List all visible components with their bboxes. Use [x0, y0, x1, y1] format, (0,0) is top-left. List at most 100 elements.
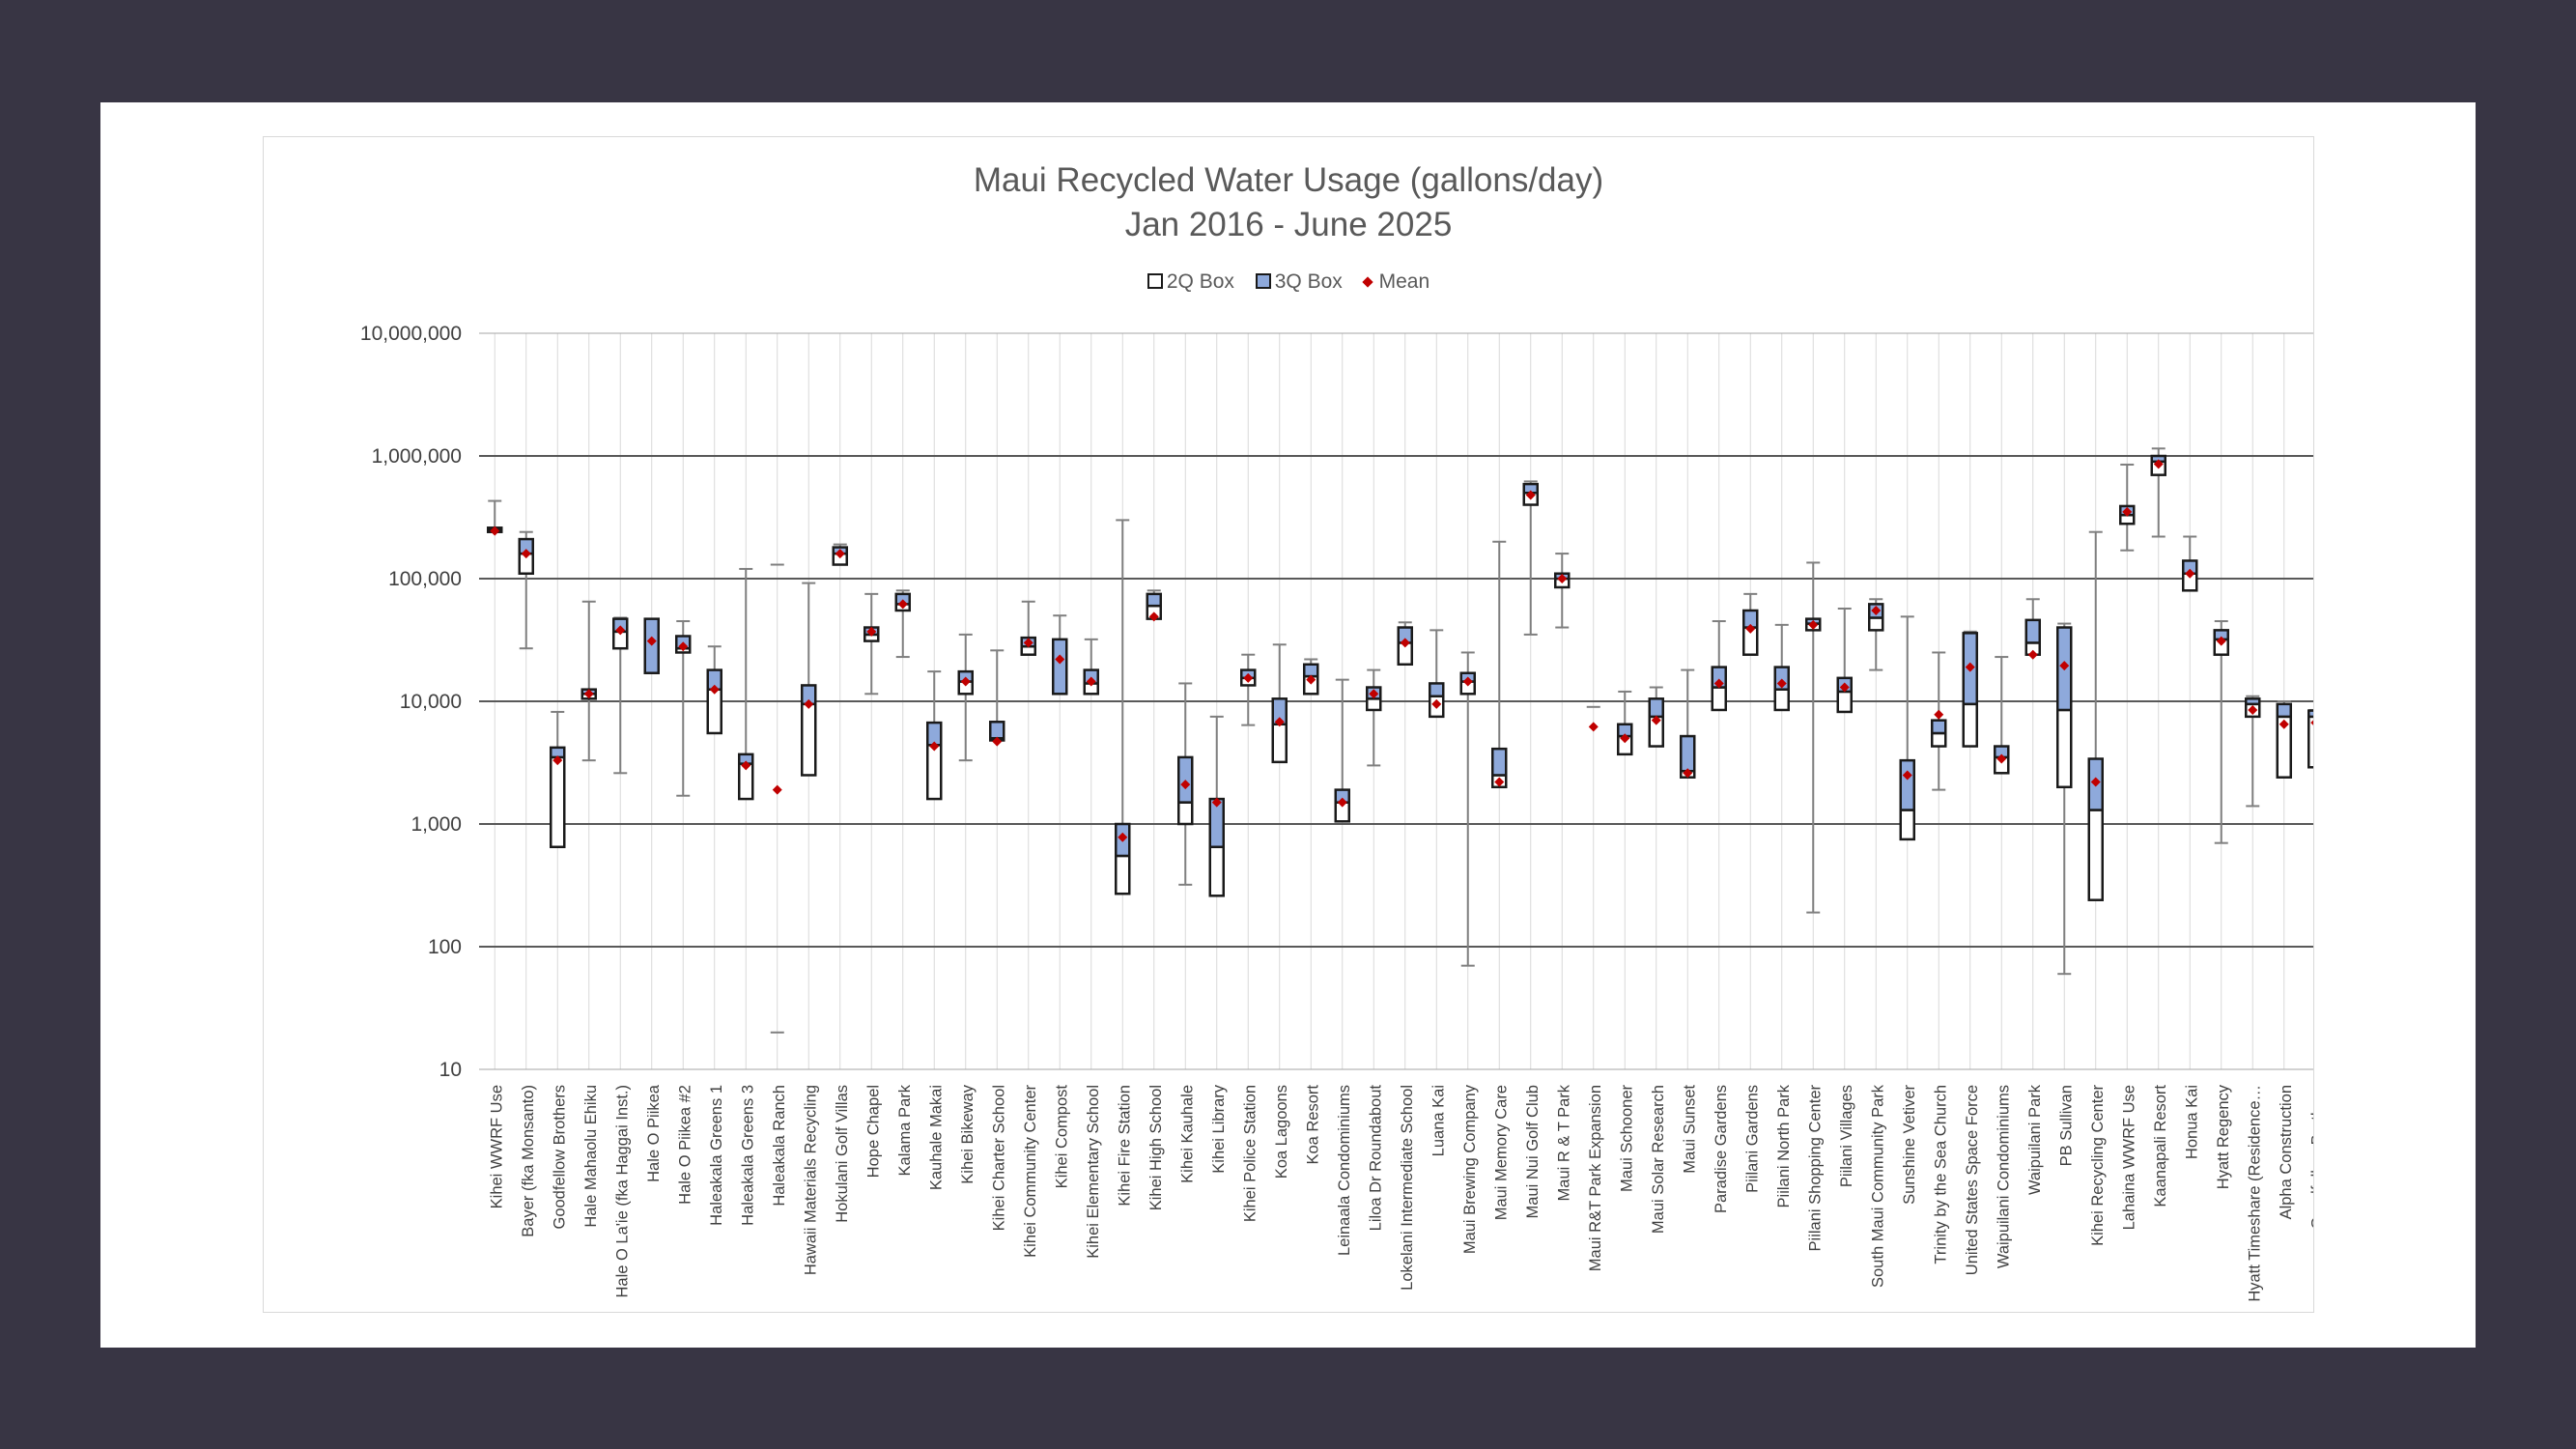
y-tick-label: 10,000,000: [360, 323, 462, 345]
x-tick-label: Koa Lagoons: [1273, 1085, 1290, 1179]
x-tick-label: United States Space Force: [1964, 1085, 1981, 1275]
box-3q: [1491, 747, 1508, 777]
box-3q: [2245, 697, 2261, 706]
mean-marker: [1337, 797, 1347, 808]
mean-marker: [1525, 490, 1536, 500]
x-tick-label: Kihei Library: [1210, 1084, 1228, 1173]
chart-title-block: Maui Recycled Water Usage (gallons/day) …: [264, 158, 2313, 247]
mean-marker: [1808, 619, 1819, 630]
mean-marker: [2090, 777, 2101, 787]
mean-marker: [1180, 780, 1191, 790]
x-tick-label: Kihei Bikeway: [959, 1084, 977, 1183]
box-3q: [2024, 618, 2041, 644]
box-2q: [1208, 845, 1225, 897]
x-tick-label: Maui Memory Care: [1492, 1085, 1510, 1220]
y-tick-label: 100: [428, 936, 462, 958]
x-tick-label: Kihei Kauhale: [1178, 1085, 1196, 1183]
mean-marker: [1086, 676, 1096, 687]
mean-marker: [1745, 623, 1756, 634]
mean-marker: [1243, 672, 1254, 683]
mean-marker: [1306, 674, 1316, 685]
x-tick-label: Maui Solar Research: [1650, 1085, 1667, 1234]
x-tick-label: Alpha Construction: [2278, 1085, 2295, 1219]
plot-area: 10 100 1,000 10,000 100,000 1,000,000 10,000,0…: [360, 323, 2313, 1302]
mean-marker: [929, 741, 940, 752]
y-tick-label: 1,000: [410, 813, 462, 836]
x-tick-label: Koa Resort: [1304, 1085, 1321, 1165]
legend-swatch-3q: [1255, 273, 1271, 290]
mean-marker: [2185, 568, 2195, 579]
x-tick-label: Piilani Shopping Center: [1806, 1085, 1824, 1252]
mean-marker: [741, 760, 751, 771]
box-3q: [1899, 758, 1915, 811]
x-tick-label: Hyatt Timeshare (Residence…: [2246, 1085, 2263, 1302]
box-2q: [1271, 723, 1288, 764]
x-tick-label: Hyatt Regency: [2215, 1084, 2232, 1189]
box-2q: [801, 702, 817, 777]
box-3q: [1429, 682, 1445, 697]
box-2q: [1115, 854, 1131, 895]
legend-label-3q: 3Q Box: [1274, 270, 1343, 294]
box-2q: [1868, 616, 1884, 632]
mean-marker: [646, 636, 657, 646]
x-tick-label: Honua Kai: [2183, 1085, 2200, 1159]
box-2q: [1711, 686, 1727, 712]
mean-marker: [1588, 722, 1599, 732]
x-tick-label: Haleakala Greens 1: [708, 1085, 725, 1226]
mean-marker: [2216, 636, 2226, 646]
mean-marker: [583, 689, 594, 699]
x-tick-label: Hale O Piikea #2: [676, 1085, 694, 1205]
mean-marker: [2153, 459, 2164, 469]
mean-marker: [835, 549, 845, 559]
box-3q: [1931, 719, 1947, 735]
mean-marker: [2122, 506, 2133, 517]
mean-marker: [615, 625, 626, 636]
x-tick-label: Hope Chapel: [864, 1085, 882, 1178]
mean-marker: [1871, 605, 1882, 615]
mean-marker: [2059, 661, 2070, 671]
y-tick-label: 100,000: [388, 568, 462, 590]
mean-marker: [1118, 832, 1128, 842]
box-3q: [2276, 702, 2292, 719]
mean-marker: [1996, 753, 2007, 764]
mean-marker: [804, 698, 814, 709]
box-3q: [1052, 638, 1068, 696]
legend-item-2q: 2Q Box: [1146, 270, 1234, 294]
x-tick-label: Waipuilani Condominiums: [1995, 1085, 2012, 1268]
mean-marker: [2310, 720, 2313, 725]
mean-marker: [490, 526, 500, 536]
x-tick-label: PB Sullivan: [2057, 1085, 2075, 1166]
mean-marker: [1369, 689, 1379, 699]
mean-marker: [1400, 638, 1410, 648]
mean-marker: [1431, 698, 1442, 709]
x-tick-label: Trinity by the Sea Church: [1932, 1085, 1949, 1264]
mean-marker: [897, 599, 908, 610]
x-tick-label: Goodfellow Brothers: [551, 1085, 568, 1230]
mean-marker: [2027, 649, 2038, 660]
x-tick-label: Lokelani Intermediate School: [1399, 1085, 1416, 1291]
chart-title: Maui Recycled Water Usage (gallons/day): [973, 161, 1604, 199]
x-tick-label: Liloa Dr Roundabout: [1367, 1085, 1384, 1232]
box-2q: [2307, 715, 2313, 769]
x-tick-label: Haleakala Greens 3: [739, 1085, 756, 1226]
mean-marker: [866, 626, 877, 637]
box-3q: [1146, 592, 1162, 608]
chart-frame: Maui Recycled Water Usage (gallons/day) …: [263, 136, 2314, 1313]
mean-marker: [521, 549, 531, 559]
x-tick-label: Piilani Gardens: [1743, 1085, 1761, 1193]
box-2q: [1899, 809, 1915, 841]
x-tick-label: Maui Brewing Company: [1461, 1084, 1479, 1254]
x-tick-label: Kihei Elementary School: [1085, 1085, 1102, 1259]
box-2q: [1020, 644, 1036, 656]
x-tick-label: Kalama Park: [896, 1084, 914, 1176]
chart-subtitle: Jan 2016 - June 2025: [1124, 206, 1453, 243]
x-tick-label: Maui Sunset: [1681, 1085, 1698, 1174]
x-tick-label: Kaanapali Resort: [2152, 1085, 2169, 1208]
mean-marker: [1557, 574, 1568, 583]
legend-swatch-2q: [1146, 273, 1163, 290]
x-tick-label: Kihei Charter School: [990, 1085, 1007, 1231]
legend-label-2q: 2Q Box: [1166, 270, 1234, 294]
x-tick-label: Hawaii Materials Recycling: [802, 1085, 819, 1275]
mean-marker: [992, 736, 1003, 747]
mean-marker: [1620, 733, 1630, 744]
